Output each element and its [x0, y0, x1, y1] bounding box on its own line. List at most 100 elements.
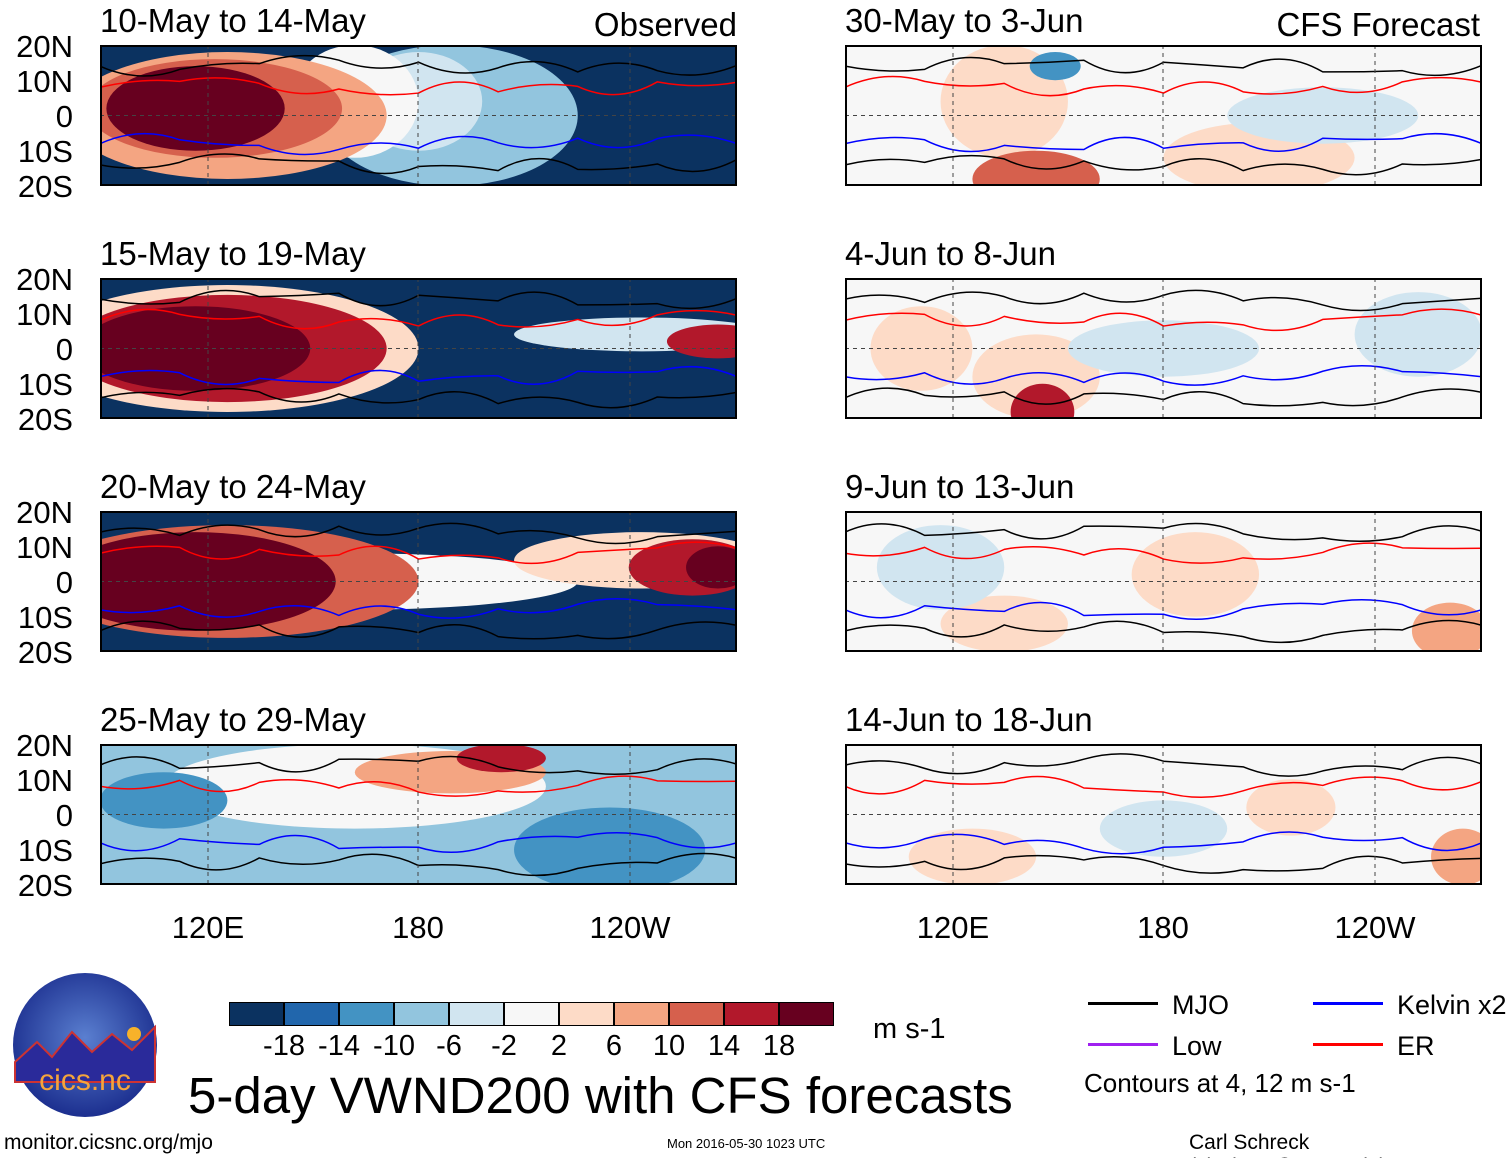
lon-tick-label: 180 [392, 910, 444, 945]
colorbar-tick-label: 18 [762, 1030, 796, 1062]
legend-line-low [1088, 1043, 1158, 1046]
figure-title: 5-day VWND200 with CFS forecasts [188, 1067, 1013, 1124]
field-anomaly [666, 324, 737, 359]
lat-tick-label: 10N [16, 763, 73, 798]
lat-tick-label: 10S [17, 600, 73, 635]
field-anomaly [1029, 52, 1081, 81]
colorbar-swatch [559, 1002, 614, 1026]
field-anomaly [1131, 532, 1260, 617]
contour-line [845, 132, 1482, 153]
field-anomaly [1431, 828, 1482, 885]
field-anomaly [100, 532, 336, 631]
contour-line [100, 832, 737, 854]
field-anomaly [1099, 800, 1228, 857]
lon-tick-label: 120W [1334, 910, 1416, 945]
field-anomaly [876, 525, 1005, 610]
colorbar-swatch [504, 1002, 559, 1026]
legend-line-er [1313, 1043, 1383, 1046]
panel-title: 10-May to 14-May [100, 2, 366, 39]
contour-line [100, 365, 737, 386]
colorbar-swatch [614, 1002, 669, 1026]
colorbar-tick-label: 6 [605, 1030, 623, 1062]
lat-tick-label: 20N [16, 29, 73, 64]
contour-line [100, 132, 737, 156]
colorbar-units: m s-1 [873, 1013, 946, 1045]
panel-title: 20-May to 24-May [100, 468, 366, 505]
colorbar-tick-label: 10 [652, 1030, 686, 1062]
field-anomaly [106, 66, 285, 151]
colorbar-tick-label: 2 [550, 1030, 568, 1062]
contour-line [845, 831, 1482, 855]
colorbar-tick-label: -10 [373, 1030, 415, 1062]
map-panel [100, 744, 737, 885]
colorbar-swatch [394, 1002, 449, 1026]
field-anomaly [1411, 602, 1482, 652]
lat-tick-label: 0 [55, 565, 73, 600]
colorbar-swatch [724, 1002, 779, 1026]
lon-tick-label: 120W [589, 910, 671, 945]
panel-frame [100, 45, 737, 186]
field-anomaly [1227, 87, 1419, 144]
lat-tick-label: 0 [55, 798, 73, 833]
panel-frame [845, 511, 1482, 652]
colorbar-tick-label: -2 [491, 1030, 517, 1062]
field-anomaly [1354, 292, 1482, 377]
footer-timestamp: Mon 2016-05-30 1023 UTC [667, 1136, 826, 1151]
legend-label: MJO [1172, 990, 1229, 1020]
legend-label: ER [1397, 1031, 1435, 1061]
panel-title: 15-May to 19-May [100, 235, 366, 272]
footer-url[interactable]: monitor.cicsnc.org/mjo [4, 1131, 213, 1154]
lat-tick-label: 20S [17, 402, 73, 437]
panel-frame [845, 278, 1482, 419]
panel-title: 14-Jun to 18-Jun [845, 701, 1093, 738]
lat-tick-label: 10S [17, 833, 73, 868]
colorbar-swatch [339, 1002, 394, 1026]
column-label: Observed [593, 6, 737, 43]
colorbar-tick-label: -6 [436, 1030, 462, 1062]
map-panel [845, 278, 1482, 419]
field-anomaly [456, 744, 546, 773]
field-anomaly [686, 546, 737, 589]
lat-tick-label: 10S [17, 367, 73, 402]
lat-tick-label: 20N [16, 495, 73, 530]
lat-tick-label: 0 [55, 99, 73, 134]
contour-line [100, 597, 737, 619]
lat-tick-label: 10S [17, 134, 73, 169]
contour-line [845, 364, 1482, 386]
map-panel [100, 45, 737, 186]
colorbar-swatch [284, 1002, 339, 1026]
lon-tick-label: 120E [916, 910, 990, 945]
legend-line-mjo [1088, 1002, 1158, 1005]
lat-tick-label: 20S [17, 868, 73, 903]
field-anomaly [1246, 779, 1336, 836]
colorbar-tick-label: 14 [707, 1030, 741, 1062]
field-anomaly [1010, 383, 1075, 419]
lon-tick-label: 120E [171, 910, 245, 945]
panel-title: 9-Jun to 13-Jun [845, 468, 1075, 505]
lat-tick-label: 10N [16, 64, 73, 99]
colorbar-tick-label: -14 [318, 1030, 360, 1062]
field-anomaly [870, 306, 973, 391]
contour-note: Contours at 4, 12 m s-1 [1084, 1068, 1356, 1098]
colorbar-tick-label: -18 [263, 1030, 305, 1062]
lat-tick-label: 20S [17, 169, 73, 204]
contour-line [845, 775, 1482, 799]
map-panel [100, 511, 737, 652]
field-anomaly [908, 828, 1037, 885]
lat-tick-label: 20N [16, 262, 73, 297]
field-anomaly [1067, 320, 1260, 377]
panel-title: 30-May to 3-Jun [845, 2, 1084, 39]
colorbar-swatch [449, 1002, 504, 1026]
lat-tick-label: 10N [16, 530, 73, 565]
legend-label: Kelvin x2 [1397, 990, 1507, 1020]
field-anomaly [100, 772, 228, 829]
contour-line [100, 54, 737, 77]
panel-frame [845, 744, 1482, 885]
map-panel [845, 744, 1482, 885]
contour-line [845, 599, 1482, 621]
legend-label: Low [1172, 1031, 1222, 1061]
lat-tick-label: 20S [17, 635, 73, 670]
legend-line-kelvin-x2 [1313, 1002, 1383, 1005]
map-panel [845, 45, 1482, 186]
